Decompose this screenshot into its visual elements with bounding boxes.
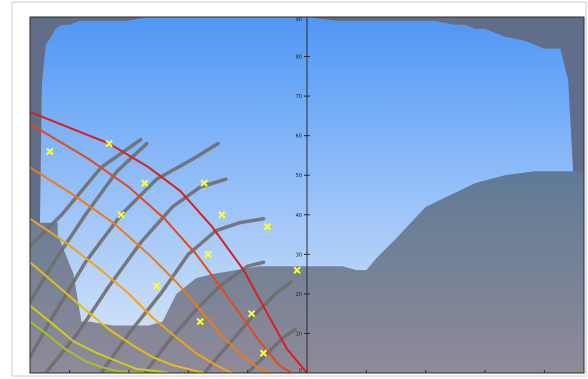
y-tick-label-90: 90: [296, 17, 302, 23]
sun-path-6: [30, 304, 169, 373]
hour-line-5: [99, 216, 266, 373]
marker-7: [218, 211, 226, 219]
hour-line-4: [44, 177, 228, 373]
marker-6: [141, 179, 149, 187]
marker-1: [105, 139, 113, 148]
marker-11: [247, 309, 256, 318]
marker-2: [200, 179, 208, 187]
y-tick-label-30: 30: [296, 252, 302, 258]
hour-line-1: [30, 137, 143, 249]
marker-9: [204, 250, 212, 259]
sun-path-7: [30, 320, 145, 373]
marker-4: [293, 266, 301, 274]
y-tick-label-40: 40: [296, 213, 302, 219]
y-tick-label-50: 50: [296, 173, 302, 179]
marker-12: [196, 317, 204, 326]
axis-layer: [69, 16, 545, 374]
y-tick-label-10: 10: [296, 331, 302, 337]
y-tick-label-70: 70: [296, 94, 302, 100]
sun-path-5: [30, 261, 205, 373]
marker-13: [259, 349, 268, 357]
marker-5: [46, 147, 54, 156]
tick-label-layer: 0 10 20 30 40 50 60 70 80 90: [296, 17, 302, 374]
hour-line-6: [143, 260, 266, 373]
marker-8: [117, 211, 125, 219]
marker-3: [263, 222, 272, 231]
sun-path-3: [30, 166, 272, 373]
y-tick-label-60: 60: [296, 134, 302, 140]
y-tick-label-80: 80: [296, 55, 302, 61]
y-tick-label-0: 0: [299, 368, 302, 374]
hour-line-8: [245, 327, 297, 373]
plot-area-frame: [29, 16, 585, 374]
y-tick-label-20: 20: [296, 292, 302, 298]
hour-line-7: [202, 280, 293, 373]
marker-10: [152, 282, 161, 290]
sun-path-2: [30, 122, 292, 373]
sun-path-1: [30, 111, 308, 373]
sun-path-4: [30, 217, 233, 373]
